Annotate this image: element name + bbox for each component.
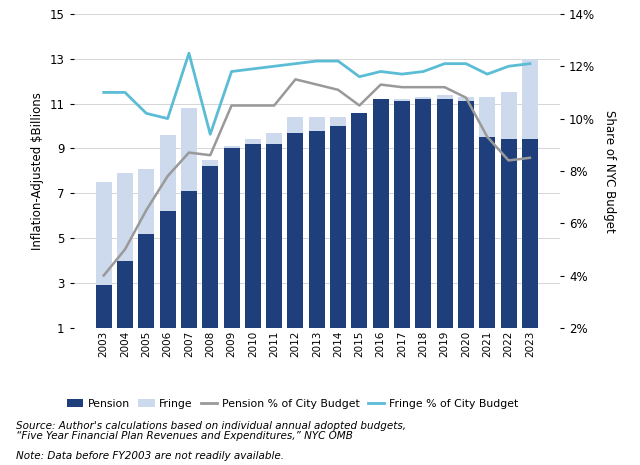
Bar <box>436 99 452 350</box>
Fringe % of City Budget <box>100 90 108 95</box>
Bar <box>96 285 112 350</box>
Fringe % of City Budget <box>270 64 278 69</box>
Pension % of City Budget <box>143 207 150 213</box>
Fringe % of City Budget <box>377 69 385 74</box>
Pension % of City Budget <box>270 103 278 108</box>
Bar <box>96 182 112 350</box>
Pension % of City Budget <box>292 77 300 82</box>
Fringe % of City Budget <box>398 71 406 77</box>
Fringe % of City Budget <box>356 74 364 80</box>
Bar <box>415 97 431 350</box>
Bar <box>500 140 516 350</box>
Bar <box>159 135 175 350</box>
Fringe % of City Budget <box>505 64 513 69</box>
Fringe % of City Budget <box>334 58 342 64</box>
Fringe % of City Budget <box>483 71 491 77</box>
Bar <box>117 173 133 350</box>
Bar <box>330 117 346 350</box>
Pension % of City Budget <box>249 103 257 108</box>
Bar <box>309 131 324 350</box>
Bar <box>223 146 239 350</box>
Bar <box>330 126 346 350</box>
Pension % of City Budget <box>526 155 534 160</box>
Pension % of City Budget <box>334 87 342 93</box>
Pension % of City Budget <box>228 103 236 108</box>
Pension % of City Budget <box>398 85 406 90</box>
Bar <box>245 144 261 350</box>
Bar <box>117 260 133 350</box>
Fringe % of City Budget <box>164 116 172 121</box>
Bar <box>351 115 367 350</box>
Bar <box>287 133 303 350</box>
Bar <box>351 113 367 350</box>
Pension % of City Budget <box>462 95 470 100</box>
Bar <box>458 97 474 350</box>
Pension % of City Budget <box>121 246 129 252</box>
Bar <box>181 191 197 350</box>
Bar <box>202 166 218 350</box>
Text: Note: Data before FY2003 are not readily available.: Note: Data before FY2003 are not readily… <box>16 451 284 461</box>
Legend: Pension, Fringe, Pension % of City Budget, Fringe % of City Budget: Pension, Fringe, Pension % of City Budge… <box>63 394 522 413</box>
Bar <box>309 117 324 350</box>
Pension % of City Budget <box>164 173 172 179</box>
Pension % of City Budget <box>377 82 385 87</box>
Pension % of City Budget <box>483 134 491 140</box>
Pension % of City Budget <box>100 272 108 278</box>
Fringe % of City Budget <box>185 50 193 56</box>
Fringe % of City Budget <box>249 66 257 72</box>
Pension % of City Budget <box>419 85 427 90</box>
Pension % of City Budget <box>185 150 193 155</box>
Bar <box>479 97 495 350</box>
Fringe % of City Budget <box>313 58 321 64</box>
Bar <box>287 117 303 350</box>
Fringe % of City Budget <box>462 61 470 66</box>
Bar <box>522 59 538 350</box>
Fringe % of City Budget <box>143 111 150 116</box>
Fringe % of City Budget <box>207 132 214 137</box>
Bar <box>245 140 261 350</box>
Bar <box>394 101 410 350</box>
Fringe % of City Budget <box>419 69 427 74</box>
Bar <box>436 95 452 350</box>
Bar <box>202 159 218 350</box>
Bar <box>266 133 282 350</box>
Bar <box>394 99 410 350</box>
Fringe % of City Budget <box>228 69 236 74</box>
Bar <box>159 211 175 350</box>
Fringe % of City Budget <box>526 61 534 66</box>
Fringe % of City Budget <box>292 61 300 66</box>
Bar <box>138 169 154 350</box>
Bar <box>372 99 388 350</box>
Bar <box>372 101 388 350</box>
Bar <box>266 144 282 350</box>
Pension % of City Budget <box>207 153 214 158</box>
Bar <box>138 233 154 350</box>
Pension % of City Budget <box>441 85 449 90</box>
Line: Fringe % of City Budget: Fringe % of City Budget <box>104 53 530 134</box>
Pension % of City Budget <box>356 103 364 108</box>
Pension % of City Budget <box>505 158 513 163</box>
Bar <box>458 101 474 350</box>
Pension % of City Budget <box>313 82 321 87</box>
Bar <box>522 140 538 350</box>
Y-axis label: Share of NYC Budget: Share of NYC Budget <box>604 110 616 232</box>
Fringe % of City Budget <box>121 90 129 95</box>
Bar <box>181 108 197 350</box>
Text: “Five Year Financial Plan Revenues and Expenditures,” NYC OMB: “Five Year Financial Plan Revenues and E… <box>16 431 353 441</box>
Fringe % of City Budget <box>441 61 449 66</box>
Text: Source: Author's calculations based on individual annual adopted budgets,: Source: Author's calculations based on i… <box>16 421 406 431</box>
Bar <box>223 148 239 350</box>
Line: Pension % of City Budget: Pension % of City Budget <box>104 80 530 275</box>
Bar <box>500 93 516 350</box>
Y-axis label: Inflation-Adjusted $Billions: Inflation-Adjusted $Billions <box>31 92 44 250</box>
Bar <box>479 137 495 350</box>
Bar <box>415 99 431 350</box>
